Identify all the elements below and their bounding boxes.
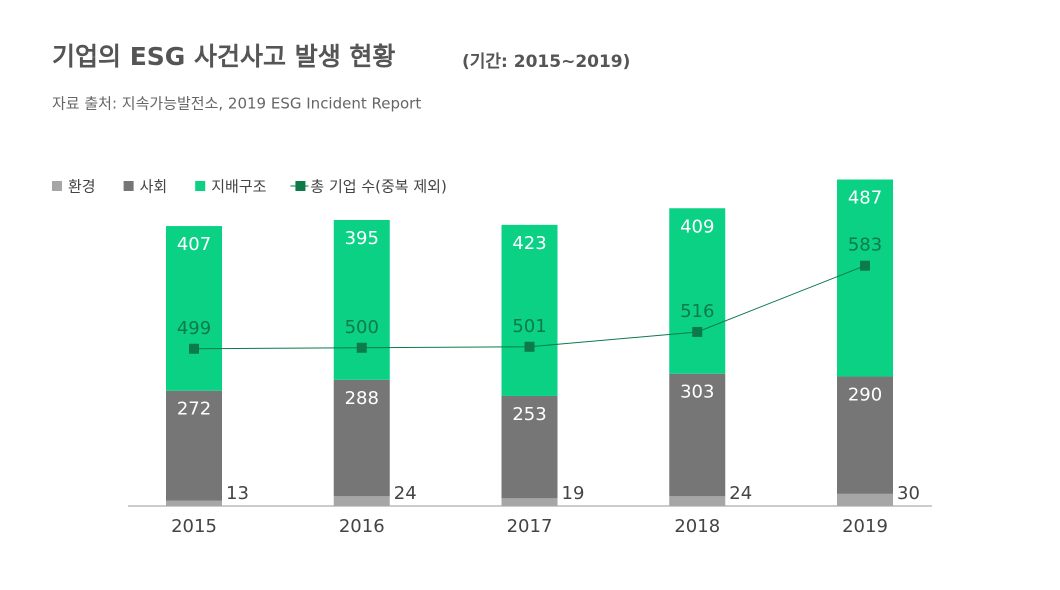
bar-segment bbox=[837, 179, 893, 377]
value-label: 24 bbox=[394, 483, 417, 504]
legend-label: 사회 bbox=[140, 178, 168, 196]
value-label: 409 bbox=[680, 216, 714, 237]
bar-segment bbox=[669, 373, 726, 497]
bar-segment bbox=[166, 226, 222, 391]
source: 자료 출처: 지속가능발전소, 2019 ESG Incident Report bbox=[52, 95, 421, 113]
line-marker bbox=[524, 341, 535, 352]
line-value-label: 583 bbox=[848, 235, 882, 256]
x-tick-label: 2017 bbox=[507, 516, 553, 537]
legend-marker bbox=[295, 181, 306, 191]
line-marker bbox=[860, 260, 870, 271]
line-marker bbox=[692, 326, 703, 337]
line-value-label: 516 bbox=[680, 301, 714, 322]
bar-segment bbox=[333, 379, 390, 497]
bar-segment bbox=[669, 496, 726, 506]
chart-subtitle: (기간: 2015~2019) bbox=[462, 52, 630, 72]
line-value-label: 500 bbox=[345, 317, 379, 338]
value-label: 30 bbox=[897, 483, 920, 504]
legend-swatch bbox=[123, 181, 134, 191]
bar-segment bbox=[837, 376, 893, 494]
bar-segment bbox=[669, 208, 726, 374]
bar-segment bbox=[333, 219, 390, 380]
legend-label: 총 기업 수(중복 제외) bbox=[310, 178, 446, 196]
bar-segment bbox=[166, 500, 222, 506]
legend-label: 지배구조 bbox=[211, 178, 266, 196]
line-marker bbox=[189, 343, 199, 354]
line-value-label: 499 bbox=[177, 318, 211, 339]
chart-title: 기업의 ESG 사건사고 발생 현황 bbox=[52, 42, 395, 71]
bar-segment bbox=[333, 496, 390, 506]
x-tick-label: 2019 bbox=[842, 516, 888, 537]
value-label: 407 bbox=[177, 234, 211, 255]
value-label: 487 bbox=[848, 188, 882, 209]
value-label: 13 bbox=[226, 483, 249, 504]
x-tick-label: 2015 bbox=[171, 516, 217, 537]
value-label: 290 bbox=[848, 385, 882, 406]
line-value-label: 501 bbox=[512, 316, 546, 337]
bar-segment bbox=[166, 390, 222, 501]
x-tick-label: 2018 bbox=[674, 516, 720, 537]
legend-label: 환경 bbox=[68, 178, 96, 196]
value-label: 24 bbox=[729, 483, 752, 504]
bar-segment bbox=[501, 224, 558, 396]
bar-segment bbox=[501, 498, 558, 506]
value-label: 303 bbox=[680, 382, 714, 403]
legend-swatch bbox=[195, 181, 206, 191]
bar-segment bbox=[501, 395, 558, 499]
value-label: 288 bbox=[345, 388, 379, 409]
x-tick-label: 2016 bbox=[339, 516, 385, 537]
value-label: 423 bbox=[512, 233, 546, 254]
value-label: 19 bbox=[562, 483, 585, 504]
legend-swatch bbox=[52, 181, 62, 191]
value-label: 272 bbox=[177, 399, 211, 420]
value-label: 395 bbox=[345, 228, 379, 249]
value-label: 253 bbox=[512, 404, 546, 425]
line-marker bbox=[356, 342, 367, 353]
bar-segment bbox=[837, 493, 893, 506]
